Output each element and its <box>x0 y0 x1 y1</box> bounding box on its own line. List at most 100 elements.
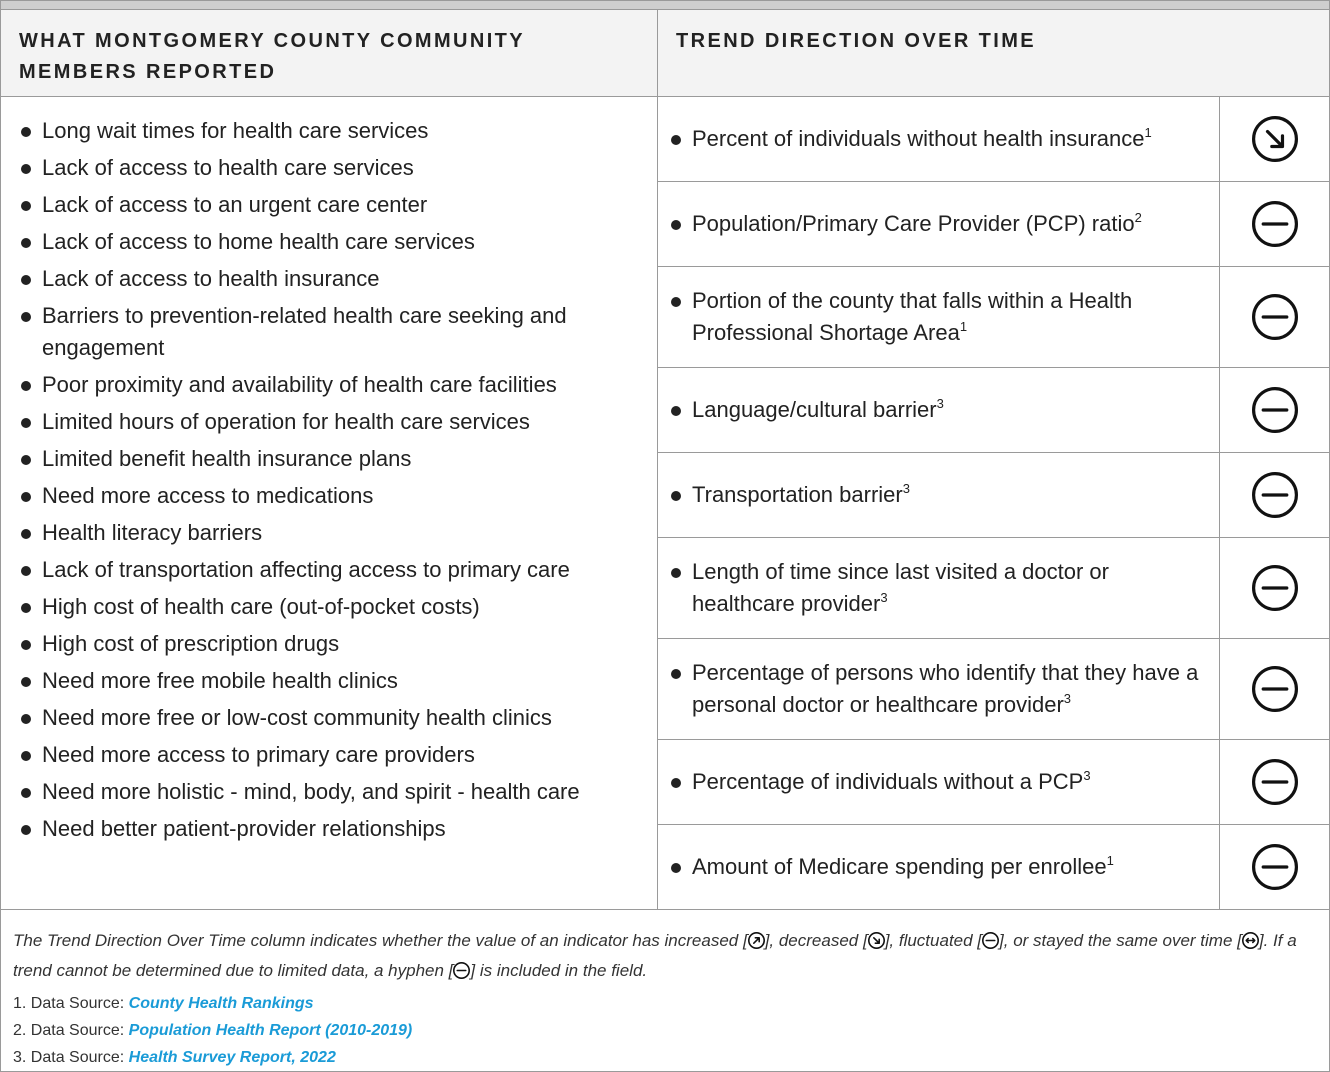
indicator-row: Language/cultural barrier3 <box>658 368 1329 453</box>
trend-icon <box>1251 387 1298 433</box>
trend-icon <box>1241 932 1259 949</box>
reported-item: Need more access to primary care provide… <box>19 739 647 771</box>
trend-cell <box>1220 639 1329 739</box>
reported-item: Health literacy barriers <box>19 517 647 549</box>
source-number: 3. <box>13 1049 27 1066</box>
top-bar <box>1 1 1329 10</box>
reported-item: Barriers to prevention-related health ca… <box>19 300 647 364</box>
trend-cell <box>1220 538 1329 638</box>
reported-item: High cost of health care (out-of-pocket … <box>19 591 647 623</box>
indicator-cell: Portion of the county that falls within … <box>658 267 1220 367</box>
reported-list: Long wait times for health care services… <box>19 115 647 845</box>
reported-item: Need more free mobile health clinics <box>19 665 647 697</box>
source: 1. Data Source: County Health Rankings <box>13 990 1317 1017</box>
indicator-item: Amount of Medicare spending per enrollee… <box>669 851 1114 883</box>
trend-icon <box>1251 294 1298 340</box>
reported-item: Need more holistic - mind, body, and spi… <box>19 776 647 808</box>
reported-item: Lack of access to an urgent care center <box>19 189 647 221</box>
reported-item: Lack of access to health care services <box>19 152 647 184</box>
trend-cell <box>1220 267 1329 367</box>
indicator-cell: Language/cultural barrier3 <box>658 368 1220 452</box>
reported-item: Lack of transportation affecting access … <box>19 554 647 586</box>
trend-icon <box>747 932 765 949</box>
indicator-item: Portion of the county that falls within … <box>669 285 1207 349</box>
footnote-ref: 3 <box>1063 691 1071 706</box>
note: The Trend Direction Over Time column ind… <box>1 910 1329 986</box>
table-body: Long wait times for health care services… <box>1 97 1329 910</box>
indicator-item: Transportation barrier3 <box>669 479 910 511</box>
indicator-cell: Population/Primary Care Provider (PCP) r… <box>658 182 1220 266</box>
source-label: Data Source: <box>30 995 125 1012</box>
indicator-item: Percentage of persons who identify that … <box>669 657 1207 721</box>
footnote-ref: 3 <box>936 396 944 411</box>
trend-icon <box>867 932 885 949</box>
indicator-row: Portion of the county that falls within … <box>658 267 1329 368</box>
source-link[interactable]: Population Health Report (2010-2019) <box>128 1022 413 1039</box>
trend-icon <box>1251 844 1298 890</box>
header-left: WHAT MONTGOMERY COUNTY COMMUNITY MEMBERS… <box>1 10 658 96</box>
table-header: WHAT MONTGOMERY COUNTY COMMUNITY MEMBERS… <box>1 10 1329 97</box>
indicator-item: Percentage of individuals without a PCP3 <box>669 766 1091 798</box>
trend-cell <box>1220 740 1329 824</box>
indicator-text: Amount of Medicare spending per enrollee <box>692 854 1107 879</box>
indicator-row: Transportation barrier3 <box>658 453 1329 538</box>
indicator-text: Population/Primary Care Provider (PCP) r… <box>692 211 1135 236</box>
indicator-text: Percentage of individuals without a PCP <box>692 769 1084 794</box>
footnote-ref: 1 <box>1106 853 1114 868</box>
trend-cell <box>1220 182 1329 266</box>
trend-icon <box>1251 472 1298 518</box>
footnote-ref: 1 <box>1144 125 1152 140</box>
note-text: ], or stayed the same over time [ <box>999 931 1242 950</box>
indicator-cell: Amount of Medicare spending per enrollee… <box>658 825 1220 909</box>
source-link[interactable]: County Health Rankings <box>128 995 314 1012</box>
sources: 1. Data Source: County Health Rankings 2.… <box>1 986 1329 1071</box>
footnote-ref: 2 <box>1134 210 1142 225</box>
trend-cell <box>1220 368 1329 452</box>
trend-icon <box>1251 116 1298 162</box>
reported-item: Limited hours of operation for health ca… <box>19 406 647 438</box>
indicator-row: Length of time since last visited a doct… <box>658 538 1329 639</box>
header-right: TREND DIRECTION OVER TIME <box>676 30 1037 52</box>
footnote-ref: 3 <box>880 590 888 605</box>
indicator-cell: Length of time since last visited a doct… <box>658 538 1220 638</box>
source-label: Data Source: <box>30 1049 125 1066</box>
indicator-cell: Percent of individuals without health in… <box>658 97 1220 181</box>
indicator-item: Percent of individuals without health in… <box>669 123 1152 155</box>
indicator-text: Language/cultural barrier <box>692 397 937 422</box>
reported-item: Long wait times for health care services <box>19 115 647 147</box>
source-link[interactable]: Health Survey Report, 2022 <box>128 1049 336 1066</box>
source-number: 2. <box>13 1022 27 1039</box>
reported-item: Need more free or low-cost community hea… <box>19 702 647 734</box>
reported-item: Need more access to medications <box>19 480 647 512</box>
note-text: ], decreased [ <box>764 931 868 950</box>
indicator-row: Amount of Medicare spending per enrollee… <box>658 825 1329 909</box>
reported-item: Need better patient-provider relationshi… <box>19 813 647 845</box>
reported-item: Poor proximity and availability of healt… <box>19 369 647 401</box>
note-text: ] is included in the field. <box>470 961 648 980</box>
reported-column: Long wait times for health care services… <box>1 97 658 909</box>
indicator-row: Percentage of individuals without a PCP3 <box>658 740 1329 825</box>
trend-cell <box>1220 97 1329 181</box>
indicator-item: Length of time since last visited a doct… <box>669 556 1207 620</box>
source: 3. Data Source: Health Survey Report, 20… <box>13 1044 1317 1071</box>
indicator-text: Portion of the county that falls within … <box>692 288 1133 345</box>
reported-item: Lack of access to health insurance <box>19 263 647 295</box>
footnote-ref: 3 <box>1083 768 1091 783</box>
source-label: Data Source: <box>30 1022 125 1039</box>
reported-item: Lack of access to home health care servi… <box>19 226 647 258</box>
footnote-ref: 1 <box>959 319 968 334</box>
note-text: ], fluctuated [ <box>884 931 983 950</box>
indicator-row: Percentage of persons who identify that … <box>658 639 1329 740</box>
trend-cell <box>1220 825 1329 909</box>
note-text: ]. If a trend cannot be determined due t… <box>13 931 1297 980</box>
trend-icon <box>1251 759 1298 805</box>
indicator-text: Percent of individuals without health in… <box>692 126 1145 151</box>
indicator-row: Percent of individuals without health in… <box>658 97 1329 182</box>
footnote-ref: 3 <box>902 481 910 496</box>
reported-item: Limited benefit health insurance plans <box>19 443 647 475</box>
note-text: The Trend Direction Over Time column ind… <box>13 931 748 950</box>
trend-icon <box>1251 565 1298 611</box>
trend-icon <box>982 932 1000 949</box>
indicator-item: Population/Primary Care Provider (PCP) r… <box>669 208 1142 240</box>
trend-icon <box>1251 666 1298 712</box>
